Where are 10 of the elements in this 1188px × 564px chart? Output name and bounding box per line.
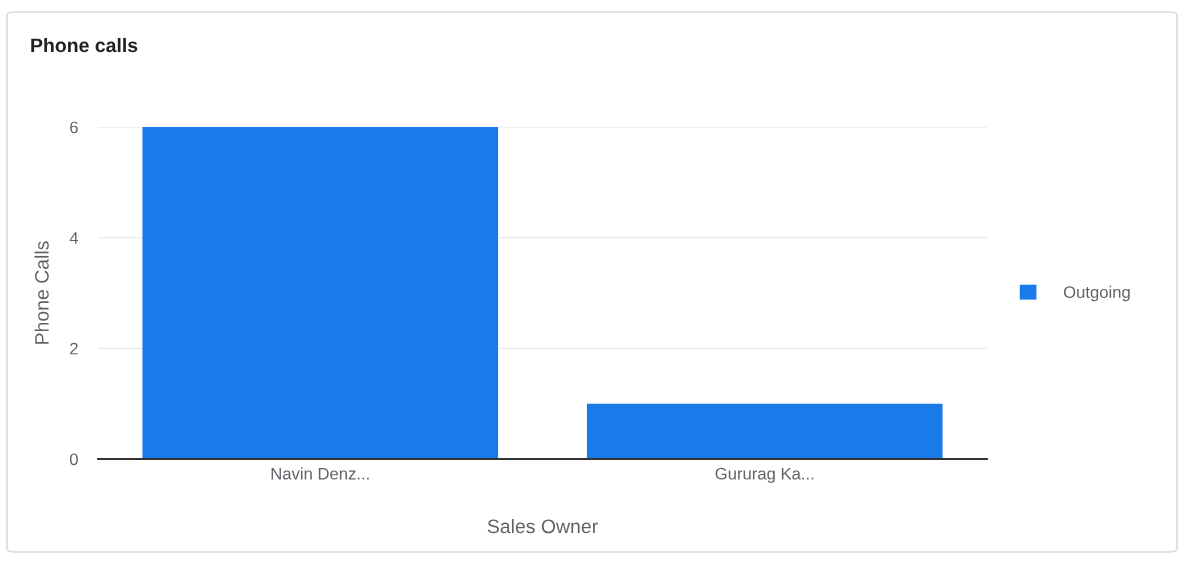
x-axis-title: Sales Owner [487,518,598,534]
legend-label: Outgoing [1063,285,1130,302]
chart-title: Phone calls [31,37,138,53]
y-tick-label: 2 [70,342,78,355]
y-axis-title: Phone Calls [34,241,49,344]
y-tick-label: 4 [69,232,79,244]
y-tick-label: 0 [69,453,78,466]
x-tick-label: Gururag Ka... [715,467,814,483]
y-tick-label: 6 [70,121,78,134]
x-tick-label: Navin Denz... [271,467,369,480]
